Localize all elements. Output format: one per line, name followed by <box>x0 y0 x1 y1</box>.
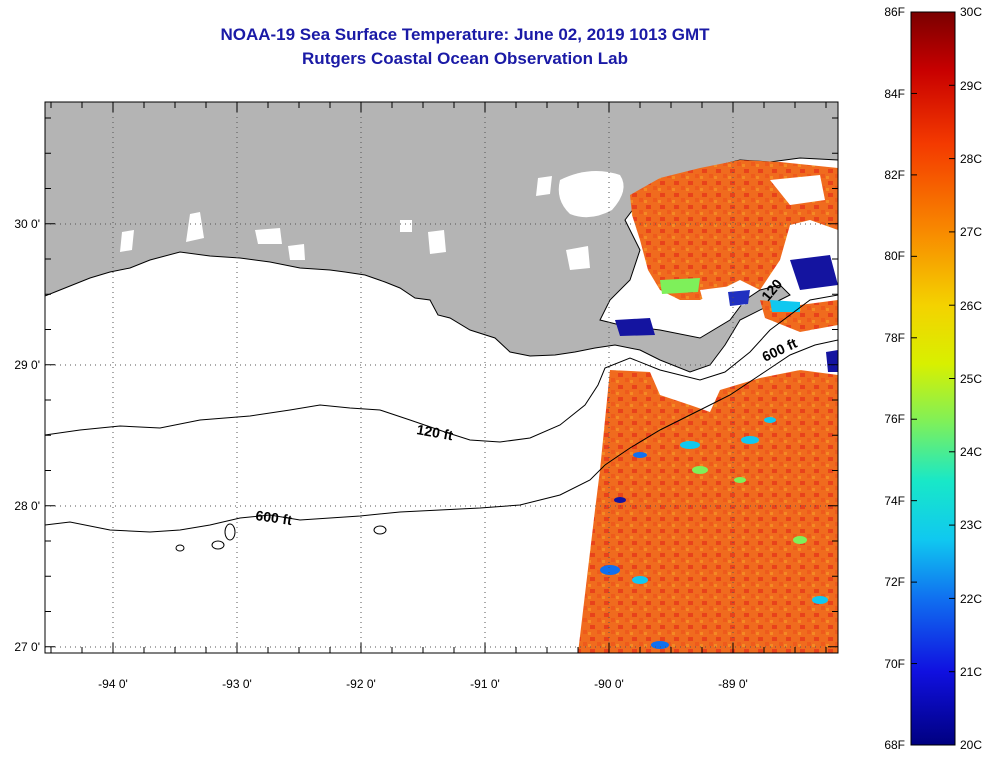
colorbar <box>910 11 956 746</box>
y-tick-label: 27 0' <box>14 640 40 654</box>
cb-c-label: 20C <box>960 738 982 752</box>
lake <box>558 171 624 218</box>
colorbar-f-labels: 86F 84F 82F 80F 78F 76F 74F 72F 70F 68F <box>884 5 905 752</box>
sst-cool-spots <box>600 417 828 649</box>
cb-f-label: 70F <box>884 657 905 671</box>
cb-f-label: 74F <box>884 494 905 508</box>
cb-c-label: 26C <box>960 299 982 313</box>
lake <box>566 246 590 270</box>
lake <box>255 228 282 244</box>
x-tick-label: -94 0' <box>98 677 128 691</box>
x-tick-label: -90 0' <box>594 677 624 691</box>
contour-120ft <box>45 294 838 443</box>
cb-c-label: 22C <box>960 592 982 606</box>
plot-frame <box>44 101 839 654</box>
map-title: NOAA-19 Sea Surface Temperature: June 02… <box>220 25 710 44</box>
cool-patch <box>770 300 800 312</box>
lake <box>186 212 204 242</box>
y-tick-label: 28 0' <box>14 499 40 513</box>
cb-f-label: 76F <box>884 412 905 426</box>
x-axis-labels: -94 0' -93 0' -92 0' -91 0' -90 0' -89 0… <box>98 677 748 691</box>
colorbar-c-labels: 30C 29C 28C 27C 26C 25C 24C 23C 22C 21C … <box>960 5 982 752</box>
cool-patch <box>660 278 700 294</box>
cb-f-label: 80F <box>884 249 905 263</box>
axis-ticks <box>45 102 838 653</box>
cb-f-label: 68F <box>884 738 905 752</box>
x-tick-label: -92 0' <box>346 677 376 691</box>
cb-c-label: 24C <box>960 445 982 459</box>
banks <box>175 523 387 552</box>
contour-600ft <box>45 339 838 533</box>
colorbar-ticks <box>911 11 955 746</box>
cb-f-label: 86F <box>884 5 905 19</box>
x-tick-label: -91 0' <box>470 677 500 691</box>
graticule <box>45 102 838 653</box>
lake <box>428 230 446 254</box>
cb-f-label: 82F <box>884 168 905 182</box>
cb-c-label: 27C <box>960 225 982 239</box>
cb-f-label: 72F <box>884 575 905 589</box>
cold-patch <box>826 350 838 372</box>
lake <box>120 230 134 252</box>
cb-c-label: 23C <box>960 518 982 532</box>
y-axis-labels: 30 0' 29 0' 28 0' 27 0' <box>14 217 40 654</box>
y-tick-label: 29 0' <box>14 358 40 372</box>
label-600ft: 600 ft <box>255 507 294 528</box>
x-tick-label: -89 0' <box>718 677 748 691</box>
cb-c-label: 28C <box>960 152 982 166</box>
sst-swath-main <box>578 370 838 653</box>
cb-f-label: 84F <box>884 87 905 101</box>
lake <box>536 176 552 196</box>
cb-c-label: 30C <box>960 5 982 19</box>
cb-c-label: 25C <box>960 372 982 386</box>
x-tick-label: -93 0' <box>222 677 252 691</box>
cloud <box>770 175 825 205</box>
lake <box>288 244 305 260</box>
label-120ft: 120 ft <box>415 421 454 443</box>
cb-c-label: 29C <box>960 79 982 93</box>
y-tick-label: 30 0' <box>14 217 40 231</box>
map-subtitle: Rutgers Coastal Ocean Observation Lab <box>302 49 628 68</box>
cb-c-label: 21C <box>960 665 982 679</box>
cold-patch <box>790 255 838 290</box>
cb-f-label: 78F <box>884 331 905 345</box>
cold-patch <box>728 290 750 306</box>
cold-patch <box>615 318 655 336</box>
lake <box>400 220 412 232</box>
